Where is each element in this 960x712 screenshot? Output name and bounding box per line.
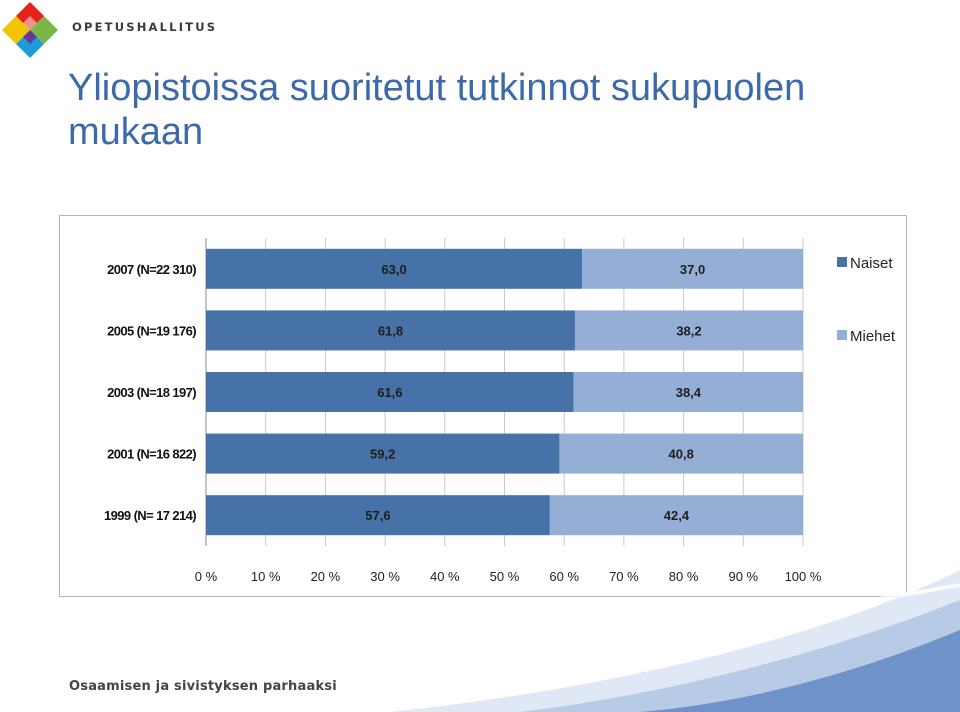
x-tick-label: 60 %: [549, 569, 579, 584]
category-label: 2001 (N=16 822): [107, 447, 196, 462]
bar-miehet: [549, 495, 803, 536]
x-tick-label: 50 %: [490, 569, 520, 584]
x-tick-label: 90 %: [728, 569, 758, 584]
data-label: 61,8: [378, 323, 403, 338]
data-label: 59,2: [370, 447, 395, 462]
category-label: 2003 (N=18 197): [107, 385, 196, 400]
data-label: 38,2: [676, 323, 701, 338]
bar-naiset: [206, 433, 560, 474]
bar-naiset: [206, 310, 575, 351]
bar-naiset: [206, 495, 550, 536]
category-label: 2005 (N=19 176): [107, 323, 196, 338]
category-label: 1999 (N= 17 214): [104, 508, 196, 523]
stacked-bar-chart: 0 % 10 % 20 % 30 % 40 % 50 % 60 % 70 % 80 % 90 % 1…: [104, 238, 896, 584]
x-tick-label: 0 %: [195, 569, 218, 584]
category-label: 2007 (N=22 310): [107, 262, 196, 277]
data-label: 38,4: [676, 385, 702, 400]
bar-miehet: [573, 372, 803, 412]
bar-naiset: [206, 372, 574, 412]
x-tick-label: 70 %: [609, 569, 639, 584]
legend-label-naiset: Naiset: [850, 255, 893, 272]
data-label: 42,4: [664, 508, 690, 523]
bar-miehet: [582, 248, 803, 289]
x-tick-label: 20 %: [311, 569, 341, 584]
data-label: 61,6: [377, 385, 402, 400]
legend-swatch-naiset: [837, 257, 847, 267]
x-tick-label: 100 %: [785, 569, 822, 584]
chart-frame: 0 % 10 % 20 % 30 % 40 % 50 % 60 % 70 % 80 % 90 % 1…: [59, 215, 907, 597]
legend-swatch-miehet: [837, 330, 847, 340]
legend-label-miehet: Miehet: [850, 328, 896, 345]
data-label: 57,6: [365, 508, 390, 523]
page-title: Yliopistoissa suoritetut tutkinnot sukup…: [68, 67, 806, 153]
opetushallitus-diamond-logo-icon: [2, 2, 58, 58]
x-tick-label: 10 %: [251, 569, 281, 584]
data-label: 40,8: [669, 447, 694, 462]
x-tick-label: 30 %: [370, 569, 400, 584]
bar-miehet: [574, 310, 803, 351]
x-tick-label: 40 %: [430, 569, 460, 584]
bar-miehet: [559, 433, 803, 474]
x-tick-label: 80 %: [669, 569, 699, 584]
bar-naiset: [206, 248, 583, 289]
org-name: OPETUSHALLITUS: [72, 20, 218, 34]
data-label: 37,0: [680, 262, 705, 277]
footer-tagline: Osaamisen ja sivistyksen parhaaksi: [69, 679, 337, 694]
data-label: 63,0: [381, 262, 406, 277]
